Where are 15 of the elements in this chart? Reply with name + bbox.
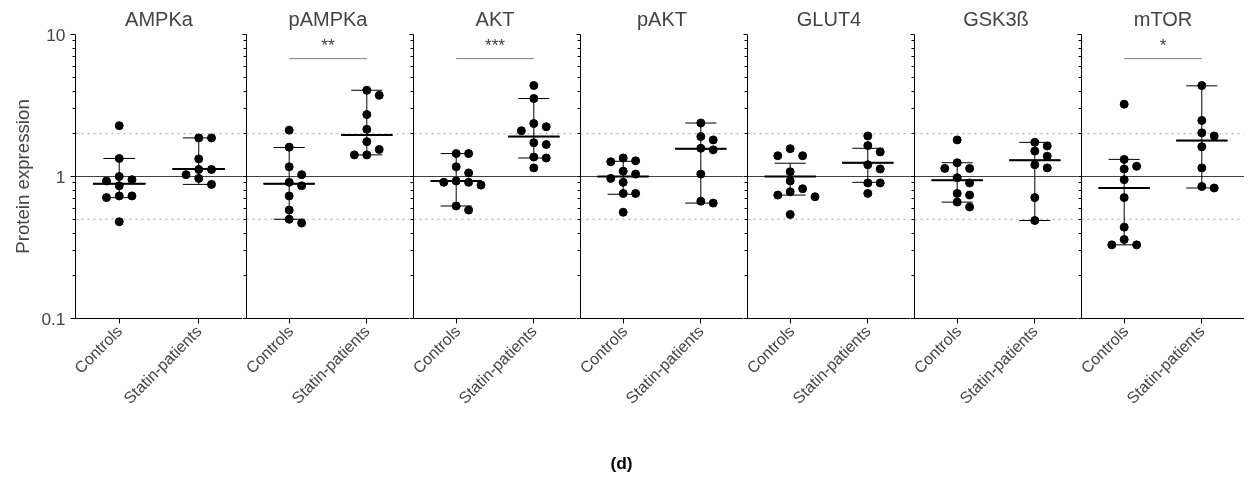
chart-title: GLUT4 [796, 7, 862, 30]
chart-title: GSK3ß [963, 7, 1029, 30]
y-axis-title: Protein expression [12, 99, 34, 254]
annotation: *** [484, 34, 506, 55]
text: (d) [610, 452, 633, 475]
chart-title: AMPKa [125, 7, 194, 30]
y-tick-label: 0.1 [41, 308, 66, 329]
chart-title: AKT [475, 7, 515, 30]
chart-title: pAMPKa [288, 7, 369, 30]
annotation: * [1159, 34, 1167, 55]
chart-title: mTOR [1133, 7, 1193, 30]
y-tick-label: 1 [55, 166, 66, 187]
annotation: ** [321, 34, 335, 55]
chart-title: pAKT [636, 7, 688, 30]
y-tick-label: 10 [46, 24, 66, 45]
